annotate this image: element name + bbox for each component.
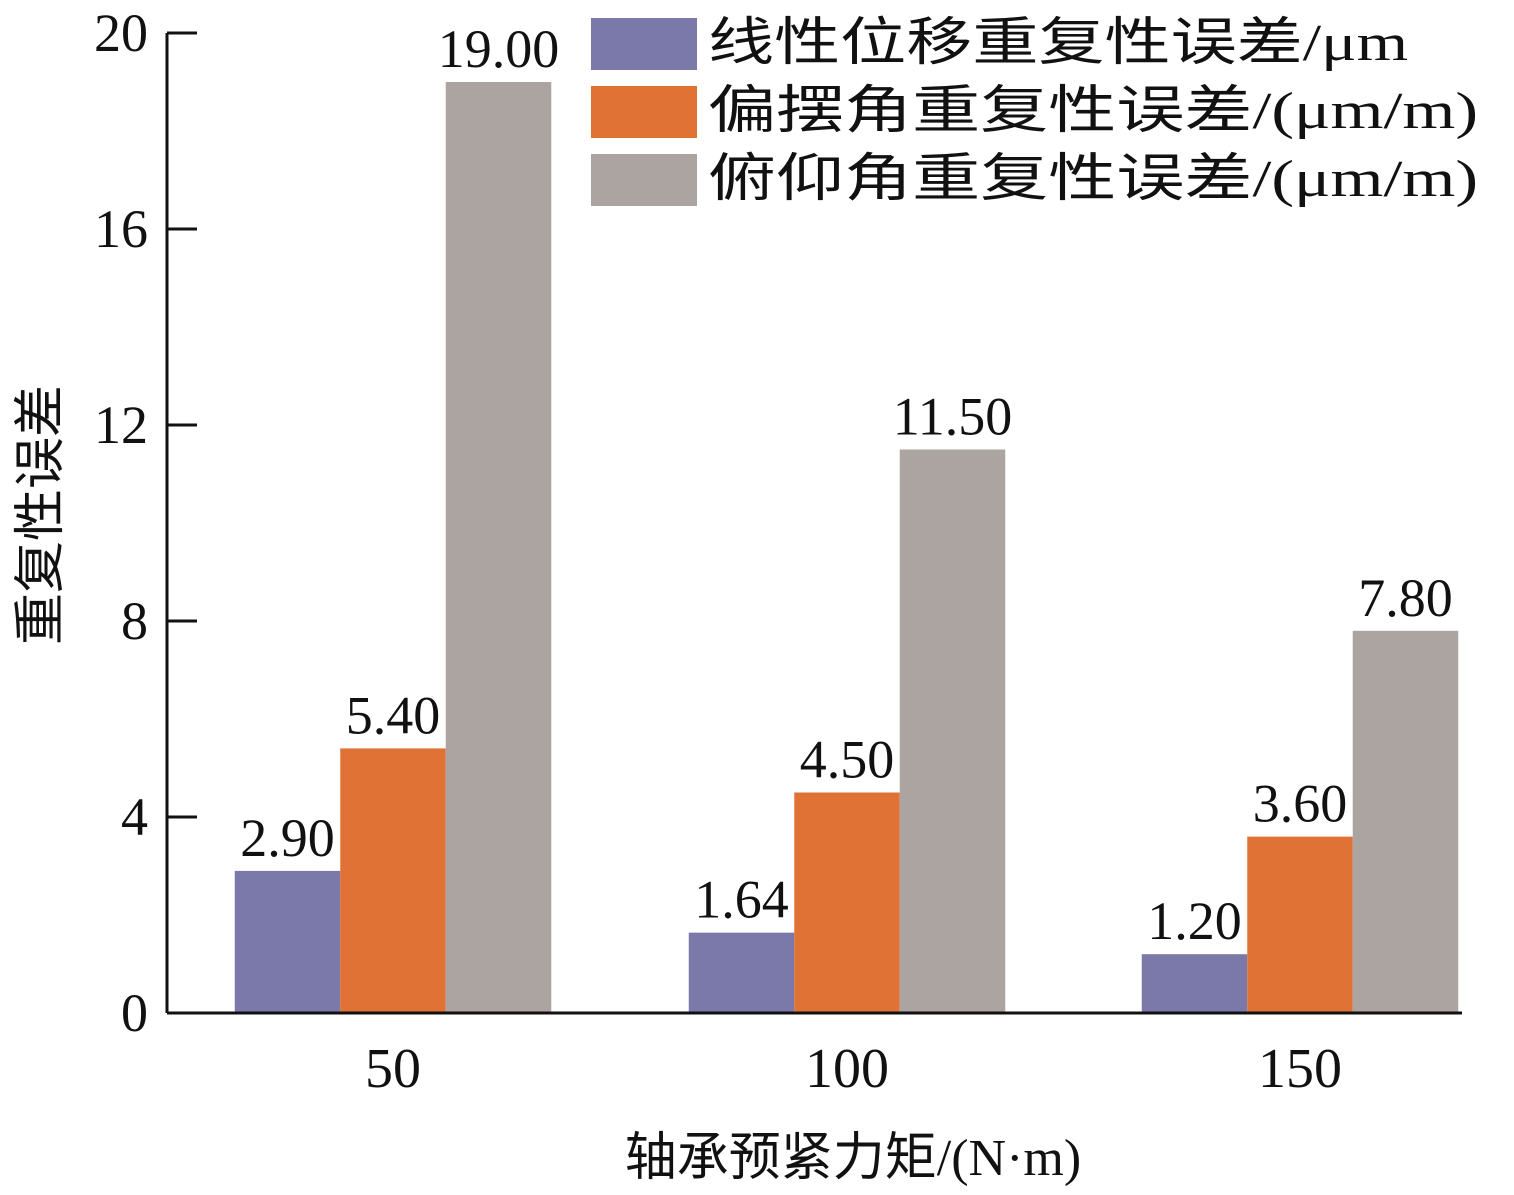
y-tick-label: 20	[94, 3, 148, 63]
bar-series-2-150	[1247, 836, 1353, 1013]
bar-series-1-150	[1141, 954, 1248, 1013]
x-tick-label: 50	[365, 1038, 421, 1100]
data-label: 7.80	[1358, 568, 1453, 628]
y-tick-label: 16	[94, 199, 148, 259]
bars-layer	[234, 82, 1459, 1013]
legend-swatch	[591, 18, 697, 70]
bar-series-1-50	[234, 870, 341, 1013]
x-axis-title: 轴承预紧力矩/(N·m)	[625, 1130, 1081, 1187]
x-tick-label: 150	[1258, 1038, 1342, 1100]
data-label: 1.20	[1147, 891, 1242, 951]
x-tick-label: 100	[805, 1038, 889, 1100]
bar-series-3-150	[1352, 630, 1459, 1013]
y-axis-title: 重复性误差	[13, 385, 70, 645]
data-labels-layer: 2.90 1.64 1.20 5.40 4.50 3.60 19.00 11.50 7.80	[240, 19, 1453, 951]
bar-series-3-100	[899, 449, 1006, 1013]
bar-series-1-100	[688, 932, 795, 1013]
bar-series-3-50	[445, 82, 552, 1013]
data-label: 5.40	[346, 685, 441, 745]
y-tick-label: 4	[121, 787, 148, 847]
data-label: 2.90	[240, 808, 335, 868]
legend-label: 偏摆角重复性误差/(μm/m)	[708, 83, 1478, 140]
bar-series-2-50	[340, 748, 446, 1013]
legend-swatch	[591, 86, 697, 138]
legend-label: 俯仰角重复性误差/(μm/m)	[708, 151, 1478, 208]
data-label: 3.60	[1253, 774, 1348, 834]
legend: 线性位移重复性误差/μm 偏摆角重复性误差/(μm/m) 俯仰角重复性误差/(μm/…	[591, 15, 1478, 208]
legend-label: 线性位移重复性误差/μm	[708, 15, 1408, 72]
y-tick-label: 12	[94, 395, 148, 455]
data-label: 11.50	[893, 387, 1013, 447]
y-tick-label: 8	[121, 591, 148, 651]
legend-swatch	[591, 154, 697, 206]
data-label: 19.00	[438, 19, 560, 79]
bar-series-2-100	[794, 792, 900, 1013]
axes-layer: 0 4 8 12 16 20 50 100 150	[94, 3, 1462, 1100]
data-label: 4.50	[800, 730, 895, 790]
data-label: 1.64	[694, 870, 789, 930]
y-tick-label: 0	[121, 983, 148, 1043]
